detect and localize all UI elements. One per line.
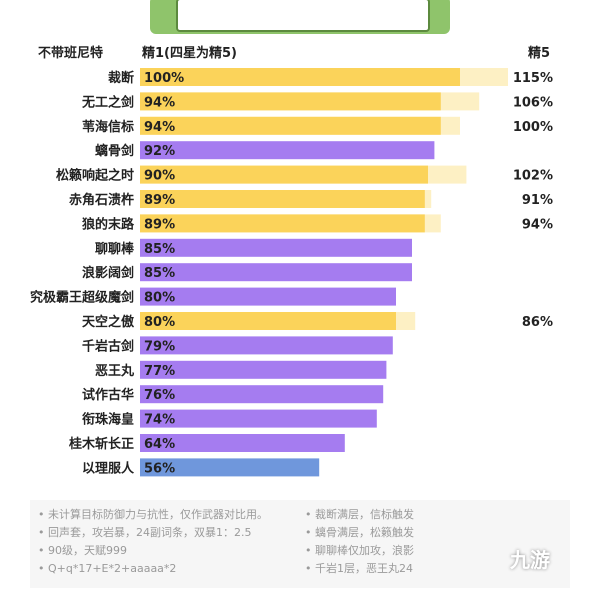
category-label: 究极霸王超级魔剑 [30, 290, 134, 306]
data-label-refine5: 102% [513, 169, 553, 184]
data-label-refine1: 79% [144, 339, 175, 354]
site-watermark: 九游 [510, 548, 550, 572]
banner-title [176, 0, 430, 32]
data-label-refine1: 92% [144, 144, 175, 159]
category-label: 苇海信标 [82, 119, 134, 135]
data-label-refine1: 100% [144, 71, 184, 86]
data-label-refine1: 56% [144, 461, 175, 476]
category-label: 桂木斩长正 [68, 436, 134, 452]
data-label-refine5: 100% [513, 120, 553, 135]
data-label-refine1: 80% [144, 291, 175, 306]
bar-refine1 [140, 238, 412, 257]
category-label: 螭骨剑 [95, 143, 134, 159]
bar-refine1 [140, 214, 425, 233]
bar-refine1 [140, 263, 412, 282]
footer-note-right-3: • 聊聊棒仅加攻，浪影 [305, 544, 414, 557]
category-label: 浪影阔剑 [82, 265, 134, 281]
bar-refine1 [140, 434, 345, 452]
footer-note-right-2: • 螭骨满层，松籁触发 [305, 526, 414, 539]
category-label: 赤角石溃杵 [69, 192, 134, 208]
footer-note-right-1: • 裁断满层，信标触发 [305, 508, 414, 521]
data-label-refine1: 74% [144, 413, 175, 428]
category-label: 天空之傲 [82, 314, 135, 330]
data-label-refine5: 94% [522, 217, 553, 232]
bar-refine1 [140, 92, 441, 111]
data-label-refine1: 77% [144, 364, 175, 379]
bar-refine1 [140, 116, 441, 135]
data-label-refine1: 64% [144, 437, 175, 452]
bar-refine1 [140, 409, 377, 428]
category-label: 无工之剑 [81, 94, 134, 110]
category-label: 恶王丸 [95, 363, 135, 379]
data-label-refine5: 86% [522, 315, 553, 330]
bar-refine1 [140, 458, 320, 477]
footer-note-left-1: • 未计算目标防御力与抗性，仅作武器对比用。 [38, 508, 268, 521]
data-label-refine1: 76% [144, 388, 175, 403]
category-label: 松籁响起之时 [56, 168, 134, 184]
column-header-refine5: 精5 [528, 46, 551, 61]
data-label-refine1: 85% [144, 266, 175, 281]
bar-refine1 [140, 385, 384, 404]
data-label-refine1: 94% [144, 95, 175, 110]
category-label: 试作古华 [82, 387, 134, 403]
footer-note-right-4: • 千岩1层，恶王丸24 [305, 562, 413, 575]
footer-note-left-4: • Q+q*17+E*2+aaaaa*2 [38, 562, 177, 575]
footer-note-left-2: • 回声套，攻岩暴，24副词条，双暴1：2.5 [38, 526, 252, 539]
bar-refine1 [140, 360, 387, 379]
bar-refine1 [140, 287, 396, 306]
category-label: 狼的末路 [81, 216, 135, 232]
category-label: 以理服人 [82, 460, 135, 476]
data-label-refine1: 80% [144, 315, 175, 330]
bar-refine1 [140, 141, 435, 160]
data-label-refine5: 91% [522, 193, 553, 208]
data-label-refine1: 94% [144, 120, 175, 135]
data-label-refine5: 106% [513, 95, 553, 110]
column-header-no-bennett: 不带班尼特 [38, 46, 104, 61]
footer-notes-panel [30, 500, 570, 588]
category-label: 聊聊棒 [95, 241, 135, 257]
category-label: 千岩古剑 [82, 338, 134, 354]
bar-refine1 [140, 68, 460, 86]
bar-chart: 裁断 100% 115% 无工之剑 94% 106% 苇海信标 94% 100% 螭骨剑 92% 松籁… [30, 68, 553, 477]
bar-refine1 [140, 165, 428, 184]
footer-note-left-3: • 90级，天赋999 [38, 544, 127, 557]
data-label-refine1: 85% [144, 242, 175, 257]
bar-refine1 [140, 336, 393, 355]
data-label-refine1: 89% [144, 217, 175, 232]
data-label-refine1: 90% [144, 169, 175, 184]
data-label-refine1: 89% [144, 193, 175, 208]
data-label-refine5: 115% [513, 71, 553, 86]
bar-refine1 [140, 312, 396, 330]
column-header-refine1: 精1(四星为精5) [142, 46, 237, 61]
category-label: 衔珠海皇 [82, 412, 134, 428]
category-label: 裁断 [108, 70, 134, 86]
bar-refine1 [140, 190, 425, 208]
